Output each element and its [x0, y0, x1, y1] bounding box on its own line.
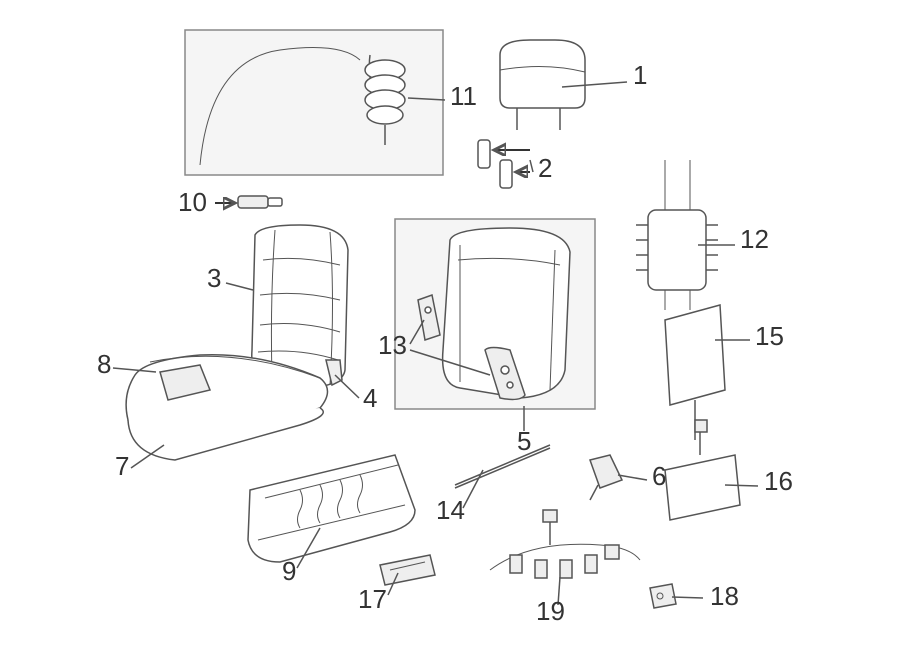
callout-19: 19 — [536, 598, 565, 624]
part-cable-lumbar-11 — [200, 48, 405, 165]
callout-leaders — [113, 82, 758, 605]
part-recline-lever-4 — [326, 360, 342, 385]
part-headrest-1 — [500, 40, 585, 130]
callout-10: 10 — [178, 189, 207, 215]
part-buckle-6 — [590, 455, 622, 500]
part-latch-13b — [485, 348, 525, 400]
callout-11: 11 — [450, 83, 477, 109]
part-latch-13a — [418, 295, 440, 340]
callout-4: 4 — [363, 385, 377, 411]
callout-12: 12 — [740, 226, 769, 252]
part-headrest-guides-2 — [478, 140, 530, 188]
callout-6: 6 — [652, 463, 666, 489]
part-seat-back-frame-5 — [443, 228, 570, 398]
part-seat-back-3 — [252, 225, 348, 388]
group-box-5 — [395, 219, 595, 409]
callout-1: 1 — [633, 62, 647, 88]
part-harness-19 — [490, 510, 640, 578]
callout-8: 8 — [97, 351, 111, 377]
callout-3: 3 — [207, 265, 221, 291]
callout-7: 7 — [115, 453, 129, 479]
part-cushion-pan-9 — [248, 455, 415, 562]
part-connector-18 — [650, 584, 676, 608]
part-heater-cushion-16 — [665, 420, 740, 520]
part-lumbar-12 — [636, 160, 718, 310]
part-rod-14 — [455, 445, 550, 488]
parts-diagram: 1 2 3 4 5 6 7 8 9 10 11 12 13 14 15 16 1… — [0, 0, 900, 661]
part-seat-cushion-7-8 — [126, 355, 327, 460]
callout-15: 15 — [755, 323, 784, 349]
part-bracket-17 — [380, 555, 435, 585]
callout-2: 2 — [538, 155, 552, 181]
callout-5: 5 — [517, 428, 531, 454]
part-heater-back-15 — [665, 305, 725, 440]
part-sensor-10 — [238, 196, 282, 208]
callout-18: 18 — [710, 583, 739, 609]
callout-9: 9 — [282, 558, 296, 584]
callout-17: 17 — [358, 586, 387, 612]
callout-14: 14 — [436, 497, 465, 523]
callout-16: 16 — [764, 468, 793, 494]
callout-13: 13 — [378, 332, 407, 358]
group-box-11 — [185, 30, 443, 175]
